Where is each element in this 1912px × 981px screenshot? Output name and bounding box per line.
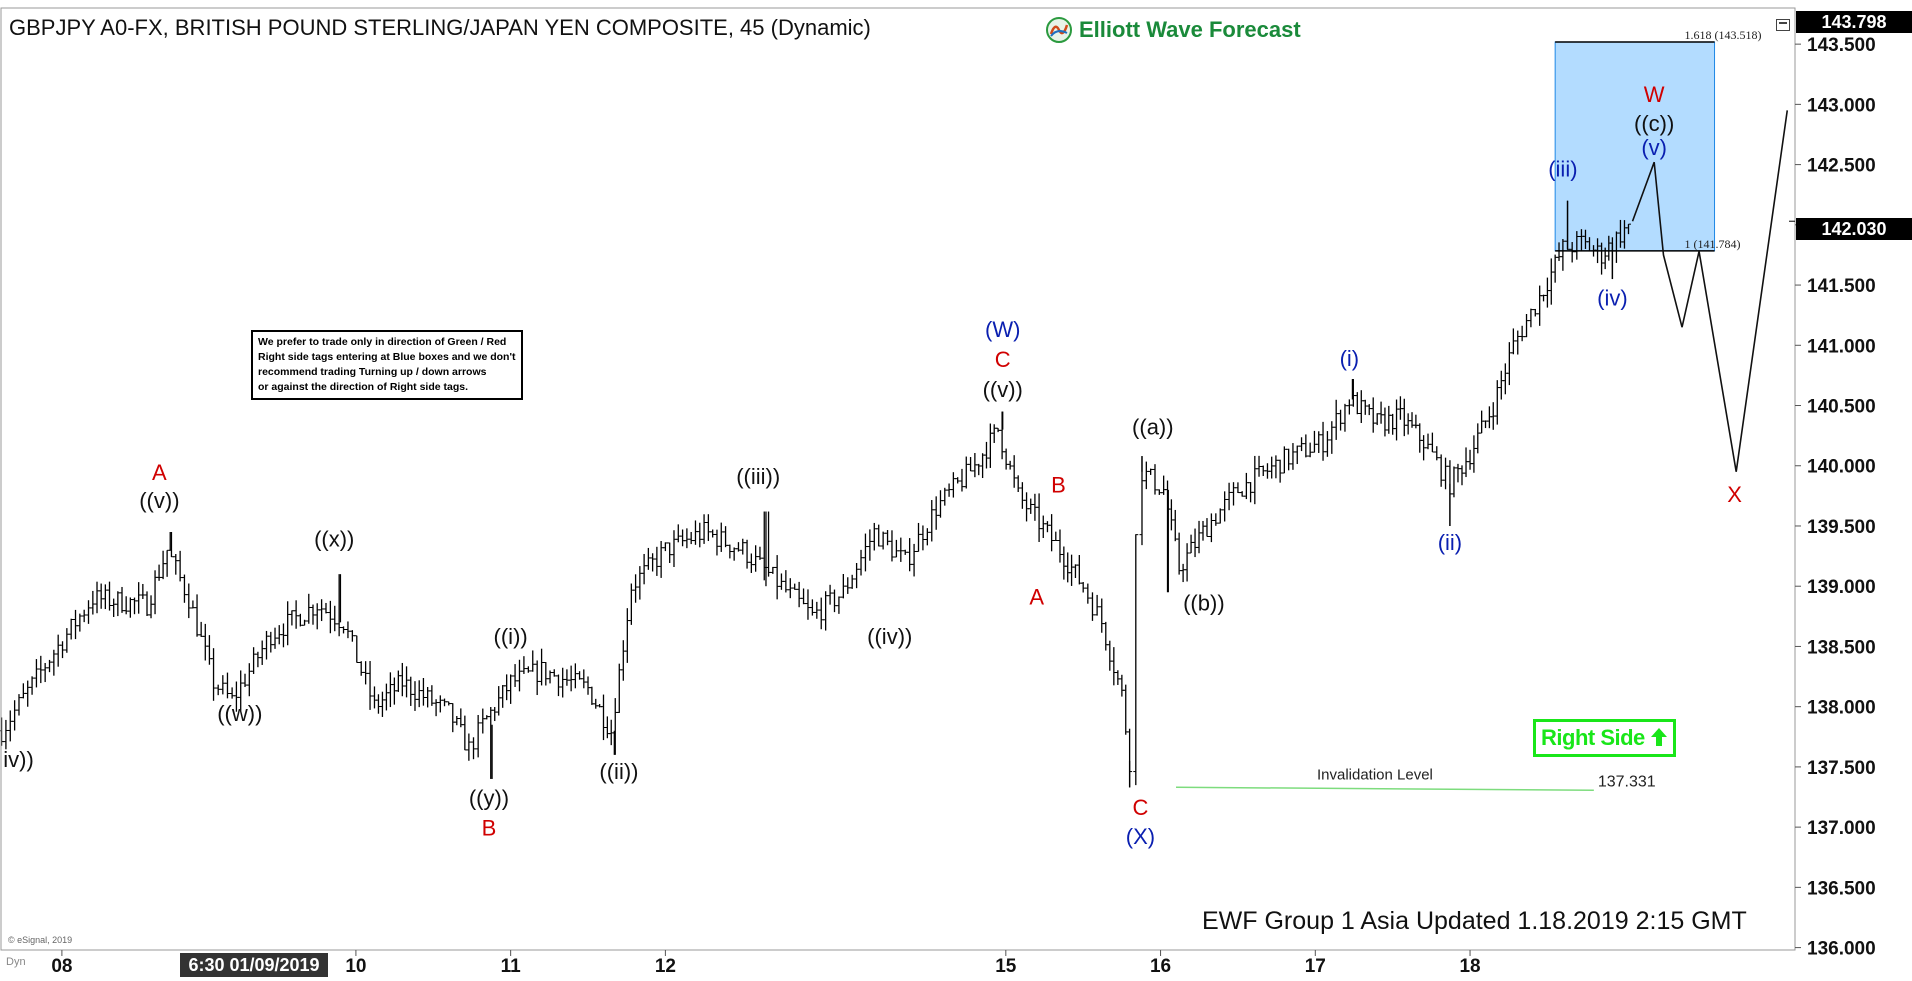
note-line: recommend trading Turning up / down arro… [258,366,487,378]
note-line: We prefer to trade only in direction of … [258,336,507,348]
y-tick-label: 143.000 [1807,95,1876,116]
wave-label: ((i)) [494,624,528,649]
invalidation-label: Invalidation Level [1317,766,1433,783]
up-arrow-icon [1651,728,1668,746]
top-price-tag: 143.798 [1796,11,1912,33]
wave-label: (i) [1340,346,1360,371]
y-tick-label: 142.500 [1807,156,1876,177]
wave-label: B [482,816,497,841]
wave-label: (ii) [1438,530,1462,555]
y-tick-label: 138.500 [1807,637,1876,658]
fib-label: 1 (141.784) [1685,237,1741,251]
x-tick-label: 08 [51,956,72,977]
wave-label: ((c)) [1634,111,1674,136]
x-tick-label: 12 [655,956,676,977]
y-tick-label: 140.000 [1807,457,1876,478]
trading-note: We prefer to trade only in direction of … [251,330,523,400]
wave-label: B [1051,472,1066,497]
wave-label: ((iv)) [867,624,912,649]
y-tick-label: 136.000 [1807,939,1876,960]
x-tick-label: 18 [1459,956,1480,977]
wave-label: ((v)) [983,377,1023,402]
x-tick-label: 15 [995,956,1017,977]
x-tick-label: 10 [345,956,366,977]
right-side-tag: Right Side [1533,719,1677,757]
wave-label: X [1727,482,1742,507]
y-tick-label: 141.500 [1807,276,1876,297]
y-tick-label: 139.500 [1807,517,1876,538]
invalidation-line [1176,786,1594,792]
y-tick-label: 138.000 [1807,698,1876,719]
wave-label: ((b)) [1183,590,1225,615]
fib-target-box [1554,41,1716,252]
window-restore-icon[interactable] [1776,19,1790,31]
wave-label: ((a)) [1132,414,1174,439]
wave-label: A [1029,584,1044,609]
ewf-logo-icon [1046,17,1072,43]
copyright: © eSignal, 2019 [8,935,73,945]
y-tick-label: 139.000 [1807,577,1876,598]
current-price-tag: 142.030 [1796,218,1912,240]
note-line: or against the direction of Right side t… [258,381,469,393]
note-line: Right side tags entering at Blue boxes a… [258,351,516,363]
wave-label: (iv) [1597,286,1628,311]
y-tick-label: 141.000 [1807,336,1876,357]
y-tick-label: 140.500 [1807,397,1876,418]
crosshair-time-tag: 6:30 01/09/2019 [180,953,328,977]
y-tick-label: 143.500 [1807,35,1876,56]
wave-label: ((v)) [139,488,179,513]
wave-label: W [1644,82,1665,107]
invalidation-value: 137.331 [1598,773,1656,790]
logo: Elliott Wave Forecast [1045,16,1301,44]
dyn-label: Dyn [6,956,26,968]
y-tick-label: 137.000 [1807,818,1876,839]
wave-label: (W) [985,317,1020,342]
right-side-label: Right Side [1541,725,1645,750]
ohlc-bars [0,200,1631,788]
logo-text: Elliott Wave Forecast [1079,17,1301,42]
wave-label: ((x)) [314,526,354,551]
y-tick-label: 137.500 [1807,758,1876,779]
wave-label: (iii) [1548,157,1577,182]
wave-label: ((y)) [469,785,509,810]
projection-path [1631,110,1789,472]
x-tick-label: 11 [501,956,522,977]
plot-area: 1.618 (143.518) 1 (141.784) Invalidation L… [0,28,1789,792]
x-tick-label: 17 [1305,956,1326,977]
wave-label: (v) [1641,135,1667,160]
wave-labels: iv)) A ((v)) ((w)) ((x)) ((y)) B ((i)) ((ii)) ((i… [3,82,1742,849]
plot-frame [0,7,1796,951]
wave-label: C [995,347,1011,372]
update-footer: EWF Group 1 Asia Updated 1.18.2019 2:15 … [1202,907,1747,935]
wave-label: C [1132,795,1148,820]
wave-label: A [152,460,167,485]
wave-label: ((w)) [217,701,262,726]
wave-label: ((iii)) [736,464,780,489]
wave-label: ((ii)) [599,759,638,784]
chart-title: GBPJPY A0-FX, BRITISH POUND STERLING/JAP… [9,15,871,40]
y-tick-label: 136.500 [1807,878,1876,899]
wave-label: iv)) [3,747,34,772]
wave-label: (X) [1126,824,1155,849]
axes: 143.500143.000142.500142.000141.500141.0… [0,7,1876,977]
fib-label: 1.618 (143.518) [1685,28,1762,42]
x-tick-label: 16 [1150,956,1171,977]
